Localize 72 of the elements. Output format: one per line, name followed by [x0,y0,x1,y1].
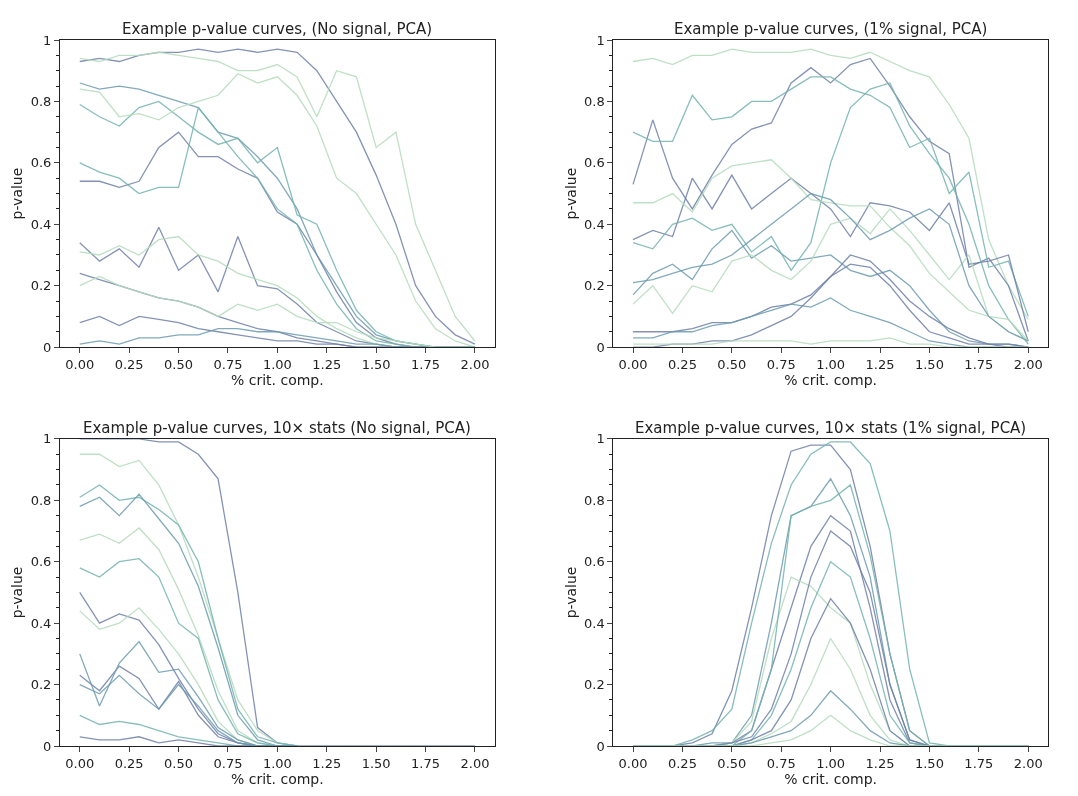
y-tick-label: 0.2 [30,278,52,294]
x-tick-label: 1.75 [411,356,441,372]
x-tick-label: 0.75 [766,356,796,372]
x-tick-label: 1.75 [411,755,441,771]
x-tick-label: 1.75 [964,356,994,372]
y-axis-title: p-value [562,167,579,220]
x-tick-label: 2.00 [460,356,490,372]
x-tick-label: 0.50 [717,755,747,771]
x-axis-title: % crit. comp. [784,770,878,787]
x-axis-title: % crit. comp. [230,770,324,787]
y-tick-label: 0.2 [30,677,52,693]
y-tick-label: 0.2 [583,278,605,294]
x-tick-label: 0.50 [164,755,194,771]
x-tick-label: 0.25 [667,755,697,771]
x-tick-label: 1.00 [816,755,846,771]
x-tick-label: 2.00 [460,755,490,771]
x-tick-label: 0.75 [213,356,243,372]
x-tick-label: 0.75 [213,755,243,771]
x-tick-label: 0.00 [618,356,648,372]
y-tick-label: 0.8 [583,93,605,109]
y-tick-label: 0.6 [30,554,52,570]
y-tick-label: 1 [596,32,605,48]
chart-title: Example p-value curves, 10× stats (1% signal, PCA) [635,419,1027,437]
y-tick-label: 0.6 [583,155,605,171]
x-axis-title: % crit. comp. [784,371,878,388]
x-tick-label: 0.00 [65,356,95,372]
chart-title: Example p-value curves, 10× stats (No signal, PCA) [83,419,471,437]
x-tick-label: 2.00 [1013,755,1043,771]
y-axis-title: p-value [9,167,26,220]
y-tick-label: 0.6 [583,554,605,570]
x-tick-label: 1.25 [865,755,895,771]
y-tick-label: 0.6 [30,155,52,171]
x-tick-label: 0.00 [618,755,648,771]
y-tick-label: 1 [43,32,52,48]
x-tick-label: 1.50 [361,755,391,771]
x-tick-label: 0.25 [114,356,144,372]
x-tick-label: 0.50 [164,356,194,372]
chart-title: Example p-value curves, (1% signal, PCA) [674,20,988,38]
y-tick-label: 0 [43,339,52,355]
y-tick-label: 0.8 [30,492,52,508]
x-tick-label: 1.25 [312,356,342,372]
x-tick-label: 1.25 [312,755,342,771]
y-tick-label: 0 [596,738,605,754]
x-tick-label: 0.25 [667,356,697,372]
y-tick-label: 0.2 [583,677,605,693]
y-tick-label: 1 [596,431,605,447]
chart-title: Example p-value curves, (No signal, PCA) [122,20,433,38]
y-tick-label: 1 [43,431,52,447]
y-axis-title: p-value [9,566,26,619]
x-tick-label: 1.00 [816,356,846,372]
x-axis-title: % crit. comp. [230,371,324,388]
y-tick-label: 0 [43,738,52,754]
x-tick-label: 1.00 [262,755,292,771]
y-tick-label: 0.8 [583,492,605,508]
x-tick-label: 1.50 [361,356,391,372]
x-tick-label: 1.75 [964,755,994,771]
x-tick-label: 0.75 [766,755,796,771]
x-tick-label: 0.25 [114,755,144,771]
y-tick-label: 0.4 [583,615,605,631]
y-tick-label: 0.8 [30,93,52,109]
x-tick-label: 0.50 [717,356,747,372]
y-tick-label: 0.4 [583,216,605,232]
y-tick-label: 0 [596,339,605,355]
x-tick-label: 1.25 [865,356,895,372]
x-tick-label: 2.00 [1013,356,1043,372]
x-tick-label: 1.50 [914,356,944,372]
x-tick-label: 1.00 [262,356,292,372]
y-tick-label: 0.4 [30,615,52,631]
y-axis-title: p-value [562,566,579,619]
x-tick-label: 0.00 [65,755,95,771]
y-tick-label: 0.4 [30,216,52,232]
x-tick-label: 1.50 [914,755,944,771]
